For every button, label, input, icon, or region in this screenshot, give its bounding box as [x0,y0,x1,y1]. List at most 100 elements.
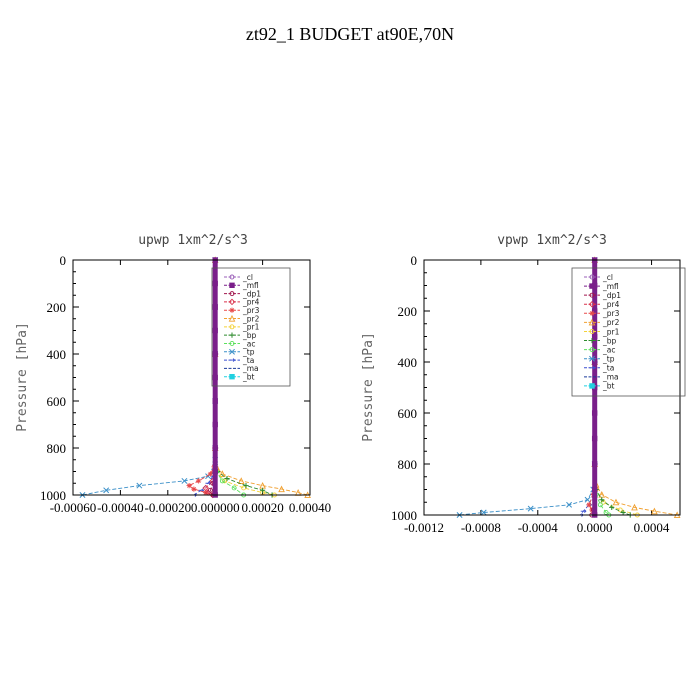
legend-label: _mfl [602,282,619,291]
legend-box [571,267,686,397]
axis-ticks: -0.00060 -0.00040 -0.00020 0.000000 0.00020 0… [40,253,331,515]
y-tick-label: 800 [398,457,418,472]
data-point [212,327,218,334]
legend-label: _ta [242,356,254,365]
data-point [231,485,237,491]
legend-marker [589,347,595,353]
legend-marker [589,383,595,389]
legend-label: _pr4 [242,298,260,307]
data-point [651,507,658,515]
legend-marker [229,358,236,362]
y-tick-label: 800 [47,441,67,456]
data-point [584,496,591,503]
series-line [214,260,308,496]
legend-label: _ac [602,345,615,354]
legend: _cl_mfl_dp1_pr4_pr3_pr2_pr1_bp_ac_tp_ta_… [211,267,291,387]
legend-label: _bp [242,331,257,340]
legend-label: _pr3 [602,309,620,318]
legend-marker [589,337,595,344]
legend-marker [229,307,235,313]
data-point [527,505,534,512]
legend-entry: _bp [584,336,617,345]
chart-title: vpwp 1xm^2/s^3 [497,233,607,248]
legend-marker [229,373,235,380]
legend-entry: _pr4 [584,300,620,309]
data-point [591,486,598,493]
legend-marker [589,355,595,362]
series-group [79,256,311,499]
legend-label: _pr2 [602,318,620,327]
x-tick-label: 0.0004 [634,520,670,535]
legend-label: _pr3 [242,306,260,315]
data-point [181,477,188,484]
data-point [480,509,487,516]
data-point [191,486,197,492]
data-point [212,280,218,287]
y-tick-label: 400 [47,347,67,362]
legend-label: _ta [602,364,614,373]
legend-marker [589,274,595,280]
legend-entry: _pr3 [584,309,620,318]
data-point [212,374,218,381]
legend-entry: _mfl [224,281,259,290]
data-point [186,483,192,489]
data-point [212,421,218,428]
data-point [218,470,226,477]
legend-box [211,267,291,387]
chart-panel-vpwp: vpwp 1xm^2/s^3 Pressure [hPa] -0.0012 -0.… [361,233,686,535]
legend-label: _mfl [242,281,259,290]
legend-entry: _pr2 [224,314,260,323]
legend-label: _dp1 [602,291,621,300]
x-tick-label: 0.00020 [241,500,283,515]
x-tick-label: -0.00060 [50,500,97,515]
data-point [599,497,605,503]
data-point [591,461,598,467]
plot-frame [72,259,311,496]
legend: _cl_mfl_dp1_pr4_pr3_pr2_pr1_bp_ac_tp_ta_… [571,267,686,397]
legend-marker [589,292,595,298]
legend-entry: _dp1 [224,289,261,298]
data-point [589,507,595,513]
data-point [212,398,218,404]
legend-label: _ma [242,364,259,373]
data-point [580,509,587,513]
legend-entry: _ac [224,339,255,348]
series-line [188,260,216,496]
data-point [243,483,249,489]
series-line [82,260,216,496]
x-tick-label: -0.00020 [145,500,192,515]
series-line [459,260,596,516]
data-point [260,487,266,493]
legend-entry: _bt [224,372,255,381]
data-point [212,445,218,451]
legend-entry: _pr3 [224,306,260,315]
legend-entry: _cl [584,273,613,282]
series-line [594,260,631,516]
legend-entry: _pr1 [224,323,260,332]
series-mfl [212,257,218,498]
legend-entry: _bp [224,331,257,340]
chart-panel-upwp: upwp 1xm^2/s^3 Pressure [hPa] -0.00060 -0… [15,233,331,515]
legend-marker [588,300,596,308]
x-tick-label: 0.00040 [289,500,331,515]
legend-entry: _ma [584,373,619,382]
legend-label: _pr2 [242,314,260,323]
data-point [591,359,598,365]
y-tick-label: 1000 [40,488,66,503]
legend-marker [228,298,236,306]
data-point [566,501,573,508]
legend-marker [229,332,235,338]
legend-entry: _pr4 [224,298,260,307]
legend-label: _dp1 [242,289,261,298]
data-point [212,351,218,357]
legend-label: _pr4 [602,300,620,309]
legend-entry: _tp [224,348,255,357]
data-point [207,471,214,477]
series-pr2 [211,256,311,499]
y-tick-label: 1000 [391,508,417,523]
legend-label: _bt [602,382,615,391]
legend-label: _bt [242,372,255,381]
legend-entry: _ta [584,364,614,373]
x-tick-label: -0.0004 [518,520,559,535]
data-point [196,478,202,484]
